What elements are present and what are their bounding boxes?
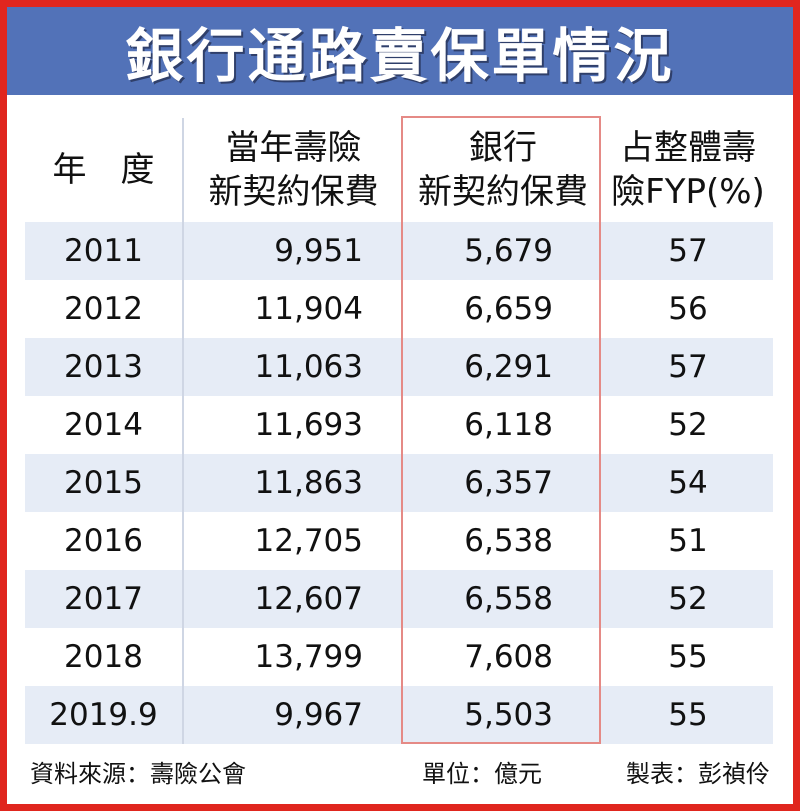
total-premium-cell: 12,607	[183, 570, 403, 628]
source-note: 資料來源：壽險公會	[30, 760, 246, 788]
bank-premium-cell: 5,679	[403, 222, 603, 280]
total-premium-cell: 11,863	[183, 454, 403, 512]
maker-note: 製表：彭禎伶	[626, 760, 770, 788]
table-row: 2014 11,693 6,118 52	[25, 396, 773, 454]
share-cell: 55	[603, 686, 773, 744]
header-share-line: 占整體壽	[620, 128, 756, 168]
share-cell: 57	[603, 338, 773, 396]
total-premium-cell: 12,705	[183, 512, 403, 570]
table-header: 年 度當年壽險 新契約保費 銀行 新契約保費 占整體壽 險FYP(%)	[25, 118, 773, 222]
table-body: 2011 9,951 5,679 57 2012 11,904 6,659 56 2013 11,…	[25, 222, 773, 744]
bank-premium-cell: 5,503	[403, 686, 603, 744]
table-row: 2015 11,863 6,357 54	[25, 454, 773, 512]
table-row: 2012 11,904 6,659 56	[25, 280, 773, 338]
year-cell: 2019.9	[25, 686, 184, 744]
year-cell: 2013	[25, 338, 184, 396]
chart-title: 銀行通路賣保單情況	[125, 22, 675, 90]
total-premium-cell: 13,799	[183, 628, 403, 686]
header-year-line: 年 度	[52, 150, 155, 190]
share-cell: 57	[603, 222, 773, 280]
table-row: 2013 11,063 6,291 57	[25, 338, 773, 396]
table-row: 2019.9 9,967 5,503 55	[25, 686, 773, 744]
year-cell: 2017	[25, 570, 184, 628]
header-row: 年 度當年壽險 新契約保費 銀行 新契約保費 占整體壽 險FYP(%)	[25, 118, 773, 222]
total-premium-cell: 11,904	[183, 280, 403, 338]
table-row: 2018 13,799 7,608 55	[25, 628, 773, 686]
unit-note: 單位：億元	[422, 760, 542, 788]
share-cell: 54	[603, 454, 773, 512]
share-cell: 52	[603, 570, 773, 628]
total-premium-cell: 9,951	[183, 222, 403, 280]
header-bank-premium-line: 銀行	[469, 128, 537, 168]
header-total-premium-line: 當年壽險	[225, 128, 362, 168]
share-cell: 51	[603, 512, 773, 570]
header-bank-premium-line: 新契約保費	[418, 172, 588, 212]
year-cell: 2014	[25, 396, 184, 454]
table-row: 2016 12,705 6,538 51	[25, 512, 773, 570]
year-cell: 2018	[25, 628, 184, 686]
header-bank-premium: 銀行 新契約保費	[403, 118, 603, 222]
header-share-line: 險FYP(%)	[611, 172, 765, 212]
title-bar: 銀行通路賣保單情況	[7, 7, 793, 95]
data-table-wrapper: 年 度當年壽險 新契約保費 銀行 新契約保費 占整體壽 險FYP(%) 2011 9,951…	[25, 118, 773, 744]
header-total-premium: 當年壽險 新契約保費	[183, 118, 403, 222]
share-cell: 55	[603, 628, 773, 686]
data-table: 年 度當年壽險 新契約保費 銀行 新契約保費 占整體壽 險FYP(%) 2011 9,951…	[25, 118, 773, 744]
year-cell: 2015	[25, 454, 184, 512]
table-row: 2017 12,607 6,558 52	[25, 570, 773, 628]
share-cell: 56	[603, 280, 773, 338]
bank-premium-cell: 6,118	[403, 396, 603, 454]
bank-premium-cell: 6,558	[403, 570, 603, 628]
header-total-premium-line: 新契約保費	[208, 172, 379, 212]
share-cell: 52	[603, 396, 773, 454]
year-cell: 2011	[25, 222, 184, 280]
total-premium-cell: 11,063	[183, 338, 403, 396]
total-premium-cell: 11,693	[183, 396, 403, 454]
bank-premium-cell: 7,608	[403, 628, 603, 686]
footer: 資料來源：壽險公會 單位：億元 製表：彭禎伶	[30, 754, 770, 788]
bank-premium-cell: 6,659	[403, 280, 603, 338]
year-cell: 2016	[25, 512, 184, 570]
total-premium-cell: 9,967	[183, 686, 403, 744]
year-cell: 2012	[25, 280, 184, 338]
bank-premium-cell: 6,538	[403, 512, 603, 570]
header-year: 年 度	[25, 118, 184, 222]
table-row: 2011 9,951 5,679 57	[25, 222, 773, 280]
header-share: 占整體壽 險FYP(%)	[603, 118, 773, 222]
bank-premium-cell: 6,357	[403, 454, 603, 512]
bank-premium-cell: 6,291	[403, 338, 603, 396]
